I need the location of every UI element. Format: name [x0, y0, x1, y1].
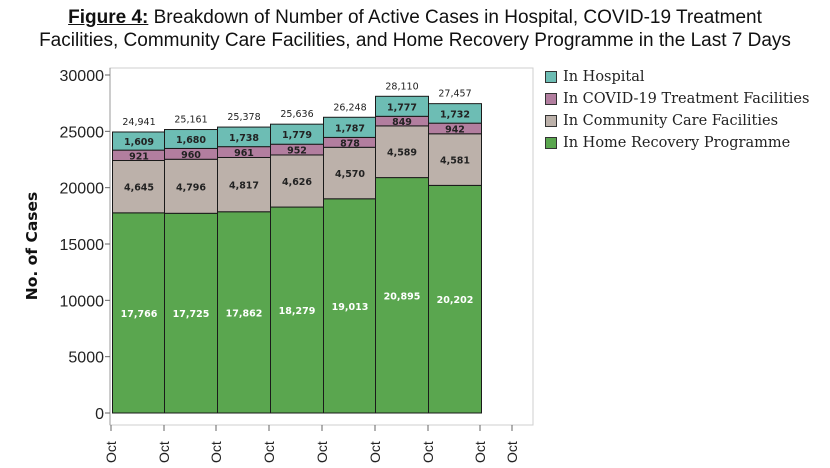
chart-title: Figure 4: Breakdown of Number of Active … — [0, 6, 830, 52]
data-label: 17,862 — [226, 308, 263, 319]
total-label: 26,248 — [333, 102, 366, 113]
data-label: 1,738 — [229, 133, 259, 144]
data-label: 20,202 — [437, 295, 474, 306]
legend-swatch — [545, 93, 557, 105]
legend-label: In Community Care Facilities — [563, 113, 779, 129]
data-label: 1,732 — [440, 109, 470, 120]
data-label: 17,725 — [173, 309, 210, 320]
x-tick-label: Oct — [472, 441, 488, 463]
data-label: 960 — [181, 150, 201, 161]
x-tick-label: Oct — [208, 441, 224, 463]
bar-segment — [164, 158, 218, 214]
x-tick-label: Oct — [367, 441, 383, 463]
data-label: 1,779 — [282, 130, 312, 141]
total-label: 25,161 — [174, 115, 207, 126]
bar-segment — [375, 177, 429, 414]
legend-item: In COVID-19 Treatment Facilities — [545, 88, 809, 110]
data-label: 4,817 — [229, 181, 259, 192]
bar-segment — [217, 211, 271, 414]
x-tick-label: Oct — [261, 441, 277, 463]
data-label: 1,609 — [124, 137, 154, 148]
total-label: 27,457 — [438, 89, 471, 100]
data-label: 4,645 — [124, 183, 154, 194]
legend-item: In Hospital — [545, 66, 809, 88]
data-label: 4,581 — [440, 156, 470, 167]
bar-segment — [164, 212, 218, 414]
legend-item: In Community Care Facilities — [545, 110, 809, 132]
bar-segment — [270, 206, 324, 414]
y-axis-label: No. of Cases — [23, 192, 41, 301]
legend-swatch — [545, 115, 557, 127]
data-label: 4,570 — [335, 169, 365, 180]
bar-segment — [112, 212, 166, 414]
legend-label: In Home Recovery Programme — [563, 135, 791, 151]
legend-label: In Hospital — [563, 69, 645, 85]
bar-segment — [428, 103, 482, 124]
data-label: 952 — [287, 146, 307, 157]
x-tick-label: Oct — [314, 441, 330, 463]
y-tick-label: 20000 — [60, 181, 105, 198]
title-line-1: Breakdown of Number of Active Cases in H… — [153, 7, 762, 28]
data-label: 19,013 — [332, 302, 369, 313]
y-tick-label: 5000 — [68, 350, 104, 367]
y-tick-label: 30000 — [60, 68, 105, 85]
legend-swatch — [545, 71, 557, 83]
data-label: 17,766 — [121, 309, 158, 320]
data-label: 4,626 — [282, 177, 312, 188]
data-label: 849 — [392, 117, 412, 128]
y-tick-label: 0 — [95, 406, 104, 423]
bar-segment — [270, 154, 324, 208]
bar-segment — [323, 198, 377, 414]
y-tick-label: 10000 — [60, 293, 105, 310]
data-label: 20,895 — [384, 291, 421, 302]
x-tick-label: Oct — [103, 441, 119, 463]
title-line-2: Facilities, Community Care Facilities, a… — [39, 30, 791, 51]
x-tick-label: Oct — [420, 441, 436, 463]
x-tick-label: Oct — [156, 441, 172, 463]
bar-segment — [323, 146, 377, 200]
total-label: 28,110 — [385, 81, 418, 92]
bar-segment — [217, 156, 271, 213]
data-label: 961 — [234, 148, 254, 159]
total-label: 25,636 — [280, 109, 313, 120]
total-label: 25,378 — [227, 112, 260, 123]
data-label: 18,279 — [279, 306, 316, 317]
y-tick-label: 25000 — [60, 124, 105, 141]
data-label: 4,796 — [176, 182, 206, 193]
legend-swatch — [545, 137, 557, 149]
legend-label: In COVID-19 Treatment Facilities — [563, 91, 810, 107]
bar-segment — [428, 133, 482, 186]
bar-segment — [375, 125, 429, 179]
legend: In Hospital In COVID-19 Treatment Facilit… — [545, 66, 809, 154]
figure-label: Figure 4: — [68, 7, 149, 28]
data-label: 4,589 — [387, 148, 417, 159]
x-tick-label: Oct — [504, 441, 520, 463]
data-label: 942 — [445, 124, 465, 135]
data-label: 921 — [129, 151, 149, 162]
data-label: 878 — [340, 138, 360, 149]
y-tick-label: 15000 — [60, 237, 105, 254]
data-label: 1,787 — [335, 123, 365, 134]
data-label: 1,777 — [387, 102, 417, 113]
legend-item: In Home Recovery Programme — [545, 132, 809, 154]
data-label: 1,680 — [176, 135, 206, 146]
total-label: 24,941 — [122, 117, 155, 128]
